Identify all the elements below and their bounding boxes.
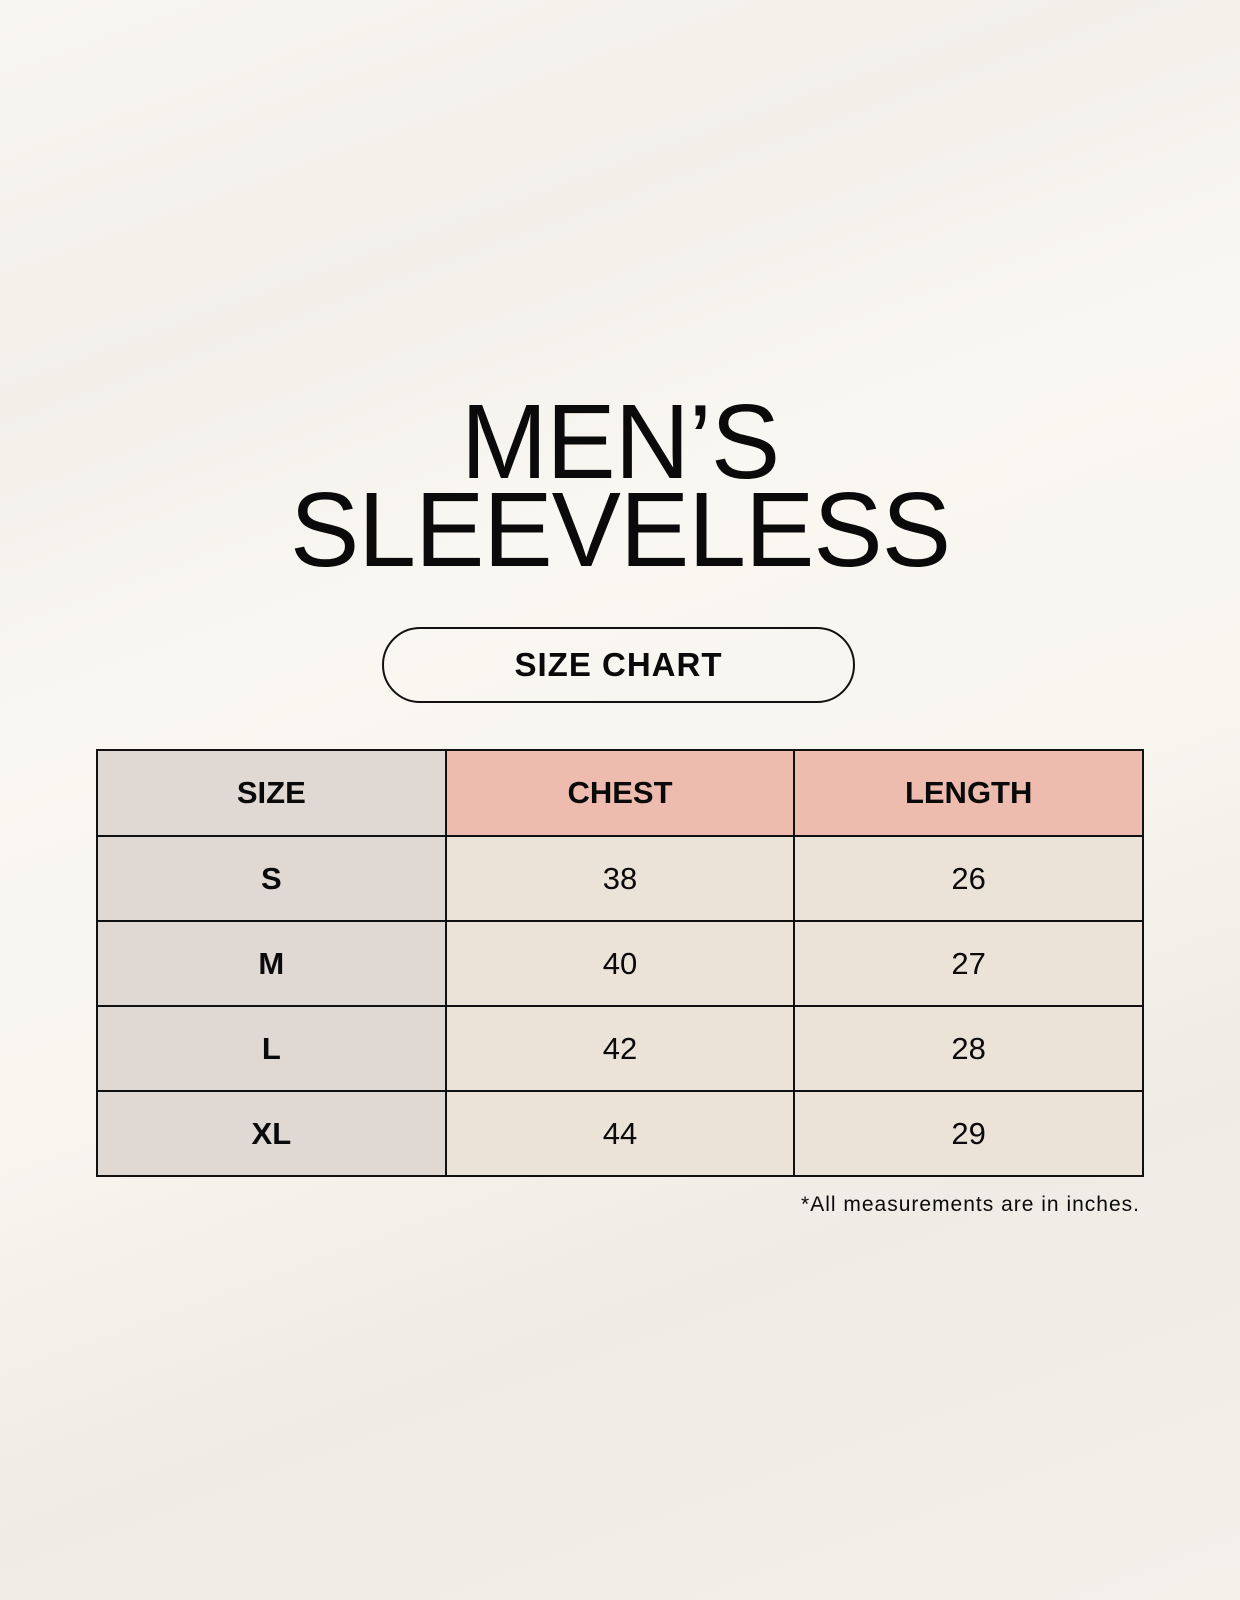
cell-length: 27 bbox=[793, 920, 1144, 1007]
size-table: SIZE CHEST LENGTH S 38 26 M 40 27 L 42 2… bbox=[96, 749, 1144, 1177]
cell-length: 29 bbox=[793, 1090, 1144, 1177]
cell-chest: 44 bbox=[444, 1090, 796, 1177]
header-chest: CHEST bbox=[444, 749, 796, 837]
table-row: S 38 26 bbox=[96, 835, 1144, 922]
cell-length: 28 bbox=[793, 1005, 1144, 1092]
cell-length: 26 bbox=[793, 835, 1144, 922]
header-size: SIZE bbox=[96, 749, 447, 837]
cell-size: L bbox=[96, 1005, 447, 1092]
table-header-row: SIZE CHEST LENGTH bbox=[96, 749, 1144, 837]
measurement-footnote: *All measurements are in inches. bbox=[801, 1193, 1140, 1216]
table-row: XL 44 29 bbox=[96, 1090, 1144, 1177]
cell-chest: 40 bbox=[444, 920, 796, 1007]
cell-chest: 42 bbox=[444, 1005, 796, 1092]
title-line-2: SLEEVELESS bbox=[289, 471, 951, 589]
cell-size: S bbox=[96, 835, 447, 922]
page-title: MEN’S SLEEVELESS bbox=[0, 383, 1240, 589]
size-chart-label: SIZE CHART bbox=[382, 627, 855, 703]
table-row: L 42 28 bbox=[96, 1005, 1144, 1092]
title-line-1: MEN’S bbox=[460, 383, 780, 501]
cell-chest: 38 bbox=[444, 835, 796, 922]
header-length: LENGTH bbox=[793, 749, 1144, 837]
cell-size: M bbox=[96, 920, 447, 1007]
cell-size: XL bbox=[96, 1090, 447, 1177]
table-row: M 40 27 bbox=[96, 920, 1144, 1007]
